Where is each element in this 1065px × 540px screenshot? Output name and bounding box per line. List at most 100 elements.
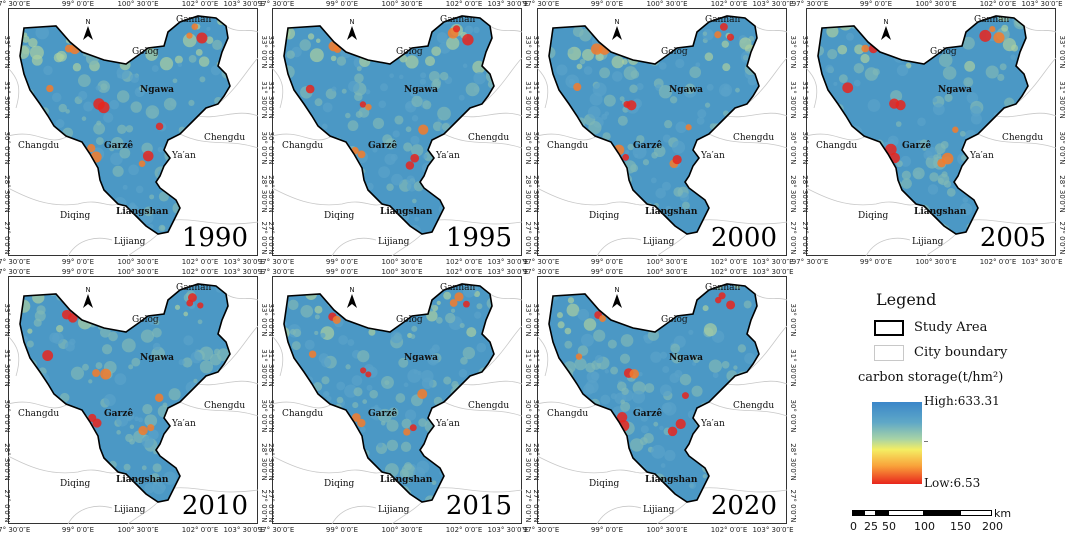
city-boundary-line [461, 112, 523, 118]
raster-patch [364, 363, 374, 374]
study-area-outline [283, 15, 495, 235]
city-boundary-line [536, 133, 598, 141]
city-boundary-line [489, 25, 523, 33]
low-carbon-hotspot [308, 350, 317, 358]
raster-patch [557, 321, 565, 329]
raster-patch [422, 153, 428, 159]
raster-patch [410, 135, 420, 145]
raster-patch [70, 366, 85, 380]
raster-patch [199, 76, 206, 83]
low-carbon-hotspot [67, 313, 78, 323]
svg-text:N: N [883, 18, 888, 26]
city-label-golog: Golog [132, 47, 159, 57]
low-carbon-hotspot [360, 367, 367, 374]
low-carbon-hotspot [359, 101, 367, 108]
raster-patch [354, 92, 363, 102]
map-svg: 97° 30′0″E 97° 30′0″E 99° 0′0″E 99° 0′0″E 10… [258, 0, 532, 266]
raster-patch [390, 153, 398, 162]
low-carbon-hotspot [417, 389, 428, 400]
lat-tick-label: 31° 30′0″N [524, 349, 532, 386]
raster-patch [689, 66, 702, 79]
raster-patch [692, 356, 700, 364]
low-carbon-hotspot [154, 393, 164, 402]
low-carbon-hotspot [941, 152, 954, 165]
city-boundary-line [536, 67, 549, 109]
lon-tick-label: 103° 30′0″E [487, 526, 528, 534]
raster-patch [695, 62, 701, 68]
low-carbon-hotspot [626, 100, 637, 111]
lat-tick-label: 31° 30′0″N [532, 349, 540, 386]
raster-patch [352, 401, 359, 409]
raster-patch [28, 37, 38, 48]
raster-patch [864, 67, 879, 81]
lat-tick-label: 33° 0′0″N [532, 304, 540, 337]
lat-tick-label: 28° 30′0″N [260, 175, 268, 212]
raster-patch [183, 311, 189, 317]
raster-patch [634, 153, 639, 158]
city-boundary-line [754, 293, 788, 301]
raster-patch [320, 357, 332, 368]
raster-patch [599, 67, 611, 79]
raster-patch [377, 408, 392, 423]
city-label-liangshan: Liangshan [116, 207, 169, 217]
raster-patch [284, 320, 288, 329]
study-area-label: Study Area [914, 320, 988, 335]
raster-patch [697, 109, 707, 119]
raster-patch [702, 305, 709, 312]
raster-patch [131, 357, 141, 367]
raster-patch [145, 105, 160, 119]
city-label-gannan: Gannan [440, 283, 476, 293]
raster-patch [324, 391, 329, 397]
raster-patch [385, 138, 397, 150]
low-carbon-hotspot [42, 350, 54, 362]
city-boundary-line [596, 237, 642, 257]
raster-patch [386, 183, 394, 192]
raster-patch [567, 297, 575, 304]
low-carbon-hotspot [616, 412, 628, 423]
lat-tick-label: 30° 0′0″N [3, 132, 11, 165]
raster-patch [940, 141, 949, 149]
raster-patch [853, 63, 865, 74]
city-label-garze: Garzê [368, 408, 397, 419]
raster-patch [837, 44, 848, 55]
lat-tick-label: 30° 0′0″N [260, 132, 268, 165]
raster-patch [193, 378, 198, 384]
raster-patch [889, 139, 895, 144]
raster-patch [108, 331, 118, 342]
lat-tick-label: 27° 0′0″N [532, 222, 540, 255]
raster-patch [33, 318, 42, 327]
raster-patch [664, 449, 676, 462]
raster-patch [372, 147, 378, 153]
lat-tick-label: 27° 0′0″N [267, 222, 275, 255]
low-carbon-hotspot [726, 33, 735, 41]
city-label-garze: Garzê [633, 408, 662, 419]
raster-patch [962, 197, 969, 203]
low-carbon-hotspot [952, 126, 959, 133]
lon-tick-label: 97° 30′0″E [0, 0, 30, 8]
raster-patch [386, 439, 399, 452]
city-boundary-line [127, 501, 159, 525]
raster-patch [330, 55, 337, 62]
raster-patch [564, 327, 572, 335]
raster-patch [407, 369, 422, 383]
city-label-chengdu: Chengdu [1002, 133, 1043, 143]
raster-patch [474, 311, 482, 319]
lon-tick-label: 97° 30′0″E [0, 526, 30, 534]
low-carbon-hotspot [351, 413, 361, 422]
raster-patch [671, 140, 686, 154]
raster-patch [735, 87, 740, 93]
north-arrow-icon: N [612, 18, 622, 40]
raster-patch [398, 74, 404, 80]
raster-patch [199, 360, 214, 374]
lon-tick-label: 100° 30′0″E [915, 0, 956, 8]
lat-tick-label: 30° 0′0″N [789, 132, 797, 165]
raster-patch [462, 346, 476, 360]
raster-patch [130, 101, 142, 113]
raster-patch [395, 393, 406, 403]
lat-tick-label: 31° 30′0″N [260, 81, 268, 118]
city-boundary-line [225, 25, 259, 33]
raster-patch [114, 373, 127, 386]
raster-patch [128, 164, 139, 176]
lon-tick-label: 102° 0′0″E [182, 526, 219, 534]
raster-patch [739, 37, 752, 50]
